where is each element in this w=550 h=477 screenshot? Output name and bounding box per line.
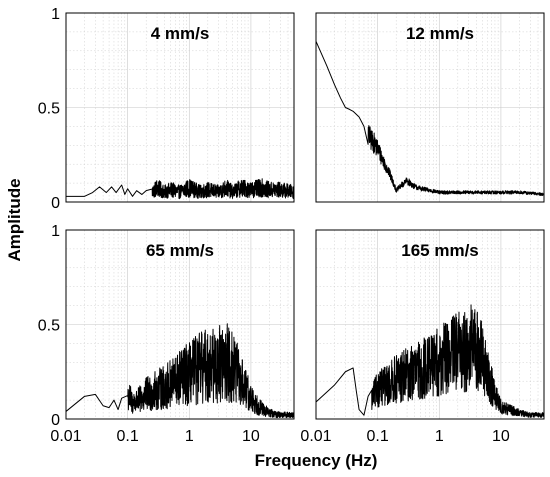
x-tick-label: 0.01	[300, 428, 331, 445]
y-tick-label: 0	[51, 412, 60, 429]
x-tick-label: 0.1	[117, 428, 139, 445]
panel-title: 165 mm/s	[401, 241, 479, 260]
panel-frame	[65, 12, 295, 203]
series-line	[315, 41, 545, 196]
panel-frame	[315, 12, 545, 203]
series-line	[315, 304, 545, 418]
y-tick-label: 0.5	[38, 318, 60, 335]
y-tick-label: 0.5	[38, 101, 60, 118]
panel-1: 4 mm/s 0 0.5 1	[38, 6, 295, 212]
y-axis-title: Amplitude	[5, 178, 24, 261]
grid	[65, 12, 295, 202]
y-tick-label: 1	[51, 6, 60, 23]
x-tick-label: 0.01	[50, 428, 81, 445]
x-axis-title: Frequency (Hz)	[255, 451, 378, 470]
x-tick-label: 0.1	[367, 428, 389, 445]
x-tick-label: 1	[185, 428, 194, 445]
y-tick-label: 1	[51, 223, 60, 240]
series-line	[65, 323, 295, 419]
panel-title: 65 mm/s	[146, 241, 214, 260]
x-tick-label: 1	[435, 428, 444, 445]
x-tick-label: 10	[242, 428, 260, 445]
panel-2: 12 mm/s	[315, 12, 545, 203]
series-line	[66, 178, 295, 199]
x-tick-label: 10	[492, 428, 510, 445]
y-tick-label: 0	[51, 195, 60, 212]
panel-frame	[315, 229, 545, 420]
panel-title: 4 mm/s	[151, 24, 210, 43]
panel-title: 12 mm/s	[406, 24, 474, 43]
panel-4: 165 mm/s 0.01 0.1 1 10	[300, 229, 545, 445]
panel-3: 65 mm/s 0 0.5 1 0.01 0.1 1 10	[38, 223, 295, 445]
panel-frame	[65, 229, 295, 420]
